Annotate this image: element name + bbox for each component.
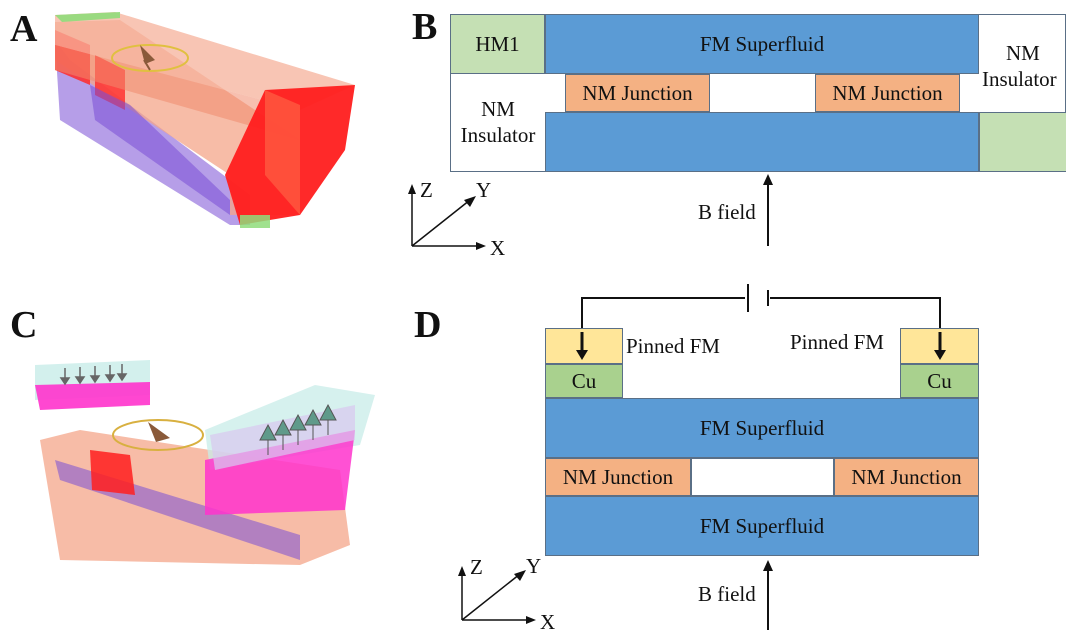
- panel-d-cu-left: Cu: [545, 364, 623, 398]
- panel-d-pinned-fm-left-label: Pinned FM: [626, 334, 720, 358]
- panel-d-cu-left-label: Cu: [571, 368, 597, 393]
- panel-d-nm-junction-left: NM Junction: [545, 458, 691, 496]
- panel-d-axis-x: X: [540, 610, 556, 634]
- panel-d-pinned-fm-right-label: Pinned FM: [790, 330, 884, 354]
- panel-d-nm-junction-right: NM Junction: [834, 458, 979, 496]
- panel-letter-b: B: [412, 6, 438, 48]
- panel-d-cu-right: Cu: [900, 364, 979, 398]
- panel-d-axis-y: Y: [526, 554, 542, 578]
- panel-b-nm-insulator-left: NM Insulator: [452, 96, 544, 148]
- panel-b-nm-insulator-left-line1: NM: [481, 97, 515, 121]
- panel-d-axis-z: Z: [470, 555, 483, 579]
- panel-b-b-field-label: B field: [698, 200, 756, 224]
- panel-d-gap: [691, 458, 834, 496]
- panel-b-nm-insulator-right: NM: [982, 40, 1066, 66]
- panel-b-hm2: [979, 112, 1066, 172]
- panel-d-fm-superfluid-bottom: FM Superfluid: [545, 496, 979, 556]
- panel-a-render: [55, 12, 355, 228]
- panel-b-nm-insulator-right-2: Insulator: [982, 66, 1057, 92]
- panel-b-nm-junction-1: NM Junction: [565, 74, 710, 112]
- panel-b-nm-insulator-right-line1: NM: [1006, 41, 1040, 65]
- panel-d-fm-superfluid-bottom-label: FM Superfluid: [699, 513, 825, 538]
- panel-b-fm-superfluid: FM Superfluid: [545, 14, 979, 74]
- panel-b-nm-insulator-right-line2: Insulator: [982, 67, 1057, 91]
- panel-b-nm-junction-1-label: NM Junction: [582, 80, 693, 105]
- panel-c-render: [35, 360, 375, 565]
- panel-b-fm-superfluid-bottom: [545, 112, 979, 172]
- panel-d-pinned-fm-left: [545, 328, 623, 364]
- panel-d-b-field-label: B field: [698, 582, 756, 606]
- panel-d-fm-superfluid-top: FM Superfluid: [545, 398, 979, 458]
- panel-b-fm-superfluid-label: FM Superfluid: [699, 31, 825, 56]
- panel-letter-c: C: [10, 304, 38, 346]
- panel-d-nm-junction-left-label: NM Junction: [562, 464, 674, 489]
- panel-b-hm1: HM1: [450, 14, 545, 74]
- panel-d-cu-right-label: Cu: [927, 368, 952, 393]
- panel-letter-d: D: [414, 304, 442, 346]
- panel-b-axis-z: Z: [420, 178, 433, 202]
- panel-letter-a: A: [10, 8, 38, 50]
- panel-b-nm-junction-2-label: NM Junction: [832, 80, 943, 105]
- panel-d-nm-junction-right-label: NM Junction: [851, 464, 962, 489]
- panel-b-nm-junction-2: NM Junction: [815, 74, 960, 112]
- panel-d-fm-superfluid-top-label: FM Superfluid: [699, 415, 825, 440]
- panel-b-axis-y: Y: [476, 178, 492, 202]
- panel-b-nm-insulator-left-line2: Insulator: [460, 123, 536, 147]
- panel-b-axis-x: X: [490, 236, 506, 260]
- panel-b-hm1-label: HM1: [475, 31, 520, 56]
